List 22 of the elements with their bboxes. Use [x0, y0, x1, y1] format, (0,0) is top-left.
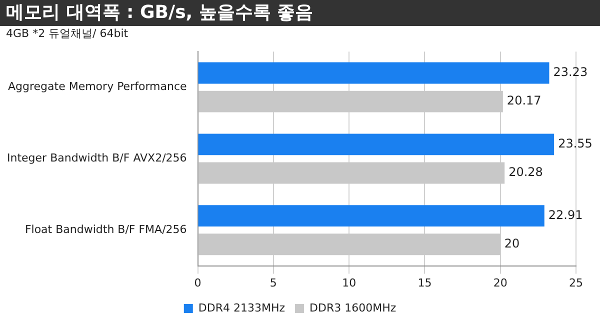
- text: 4GB *2 듀얼채널/ 64bit: [5, 26, 130, 42]
- y-tick-label: Aggregate Memory Performance: [8, 80, 188, 94]
- x-tick-label: 15: [418, 276, 432, 290]
- y-tick-label: Float Bandwidth B/F FMA/256: [24, 222, 187, 236]
- chart-title: 메모리 대역폭 : GB/s, 높을수록 좋음: [0, 0, 600, 26]
- bar: [198, 134, 554, 156]
- x-tick-label: 25: [569, 276, 583, 290]
- data-label: 23.55: [558, 136, 592, 151]
- data-label: 23.23: [553, 65, 588, 80]
- legend-label: DDR3 1600MHz: [310, 301, 396, 314]
- bar: [198, 62, 550, 84]
- y-tick-label: Integer Bandwidth B/F AVX2/256: [7, 152, 187, 165]
- x-tick-label: 5: [270, 276, 277, 290]
- data-label: 22.91: [548, 208, 583, 222]
- bar: [198, 205, 544, 227]
- data-label: 20: [504, 236, 520, 251]
- x-tick-label: 10: [342, 276, 356, 290]
- x-tick-label: 20: [493, 276, 508, 290]
- data-label: 20.17: [506, 94, 542, 108]
- legend-label: DDR4 2133MHz: [198, 301, 286, 314]
- data-label: 20.28: [508, 165, 543, 180]
- x-tick-label: 0: [194, 276, 202, 290]
